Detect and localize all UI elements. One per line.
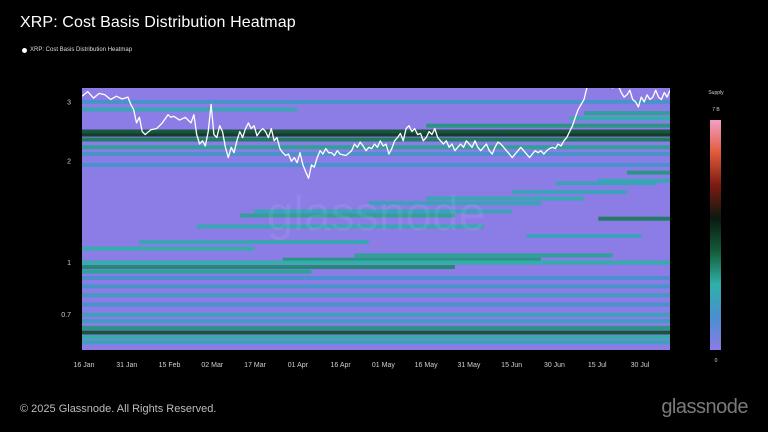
copyright-text: © 2025 Glassnode. All Rights Reserved. — [20, 403, 217, 415]
heatmap-band — [354, 253, 613, 258]
heatmap-band — [82, 162, 670, 167]
heatmap-band — [82, 265, 455, 270]
x-tick-label: 15 Jun — [501, 362, 522, 369]
heatmap-band — [598, 178, 670, 183]
heatmap-band — [82, 152, 670, 157]
heatmap-band — [569, 116, 670, 121]
heatmap-band — [82, 340, 670, 345]
x-axis: 16 Jan 31 Jan 15 Feb 02 Mar 17 Mar 01 Apr 16 A… — [73, 362, 649, 369]
y-tick-label: 1 — [67, 260, 71, 267]
heatmap-band — [82, 312, 670, 317]
heatmap-band — [82, 145, 670, 150]
heatmap-bands — [82, 99, 670, 345]
heatmap-band — [82, 260, 670, 265]
x-tick-label: 17 Mar — [244, 362, 266, 369]
heatmap-band — [82, 107, 298, 112]
legend-dot-icon — [22, 47, 27, 53]
price-line — [82, 88, 670, 179]
x-tick-label: 30 Jun — [544, 362, 565, 369]
heatmap-band — [583, 111, 670, 116]
x-tick-label: 16 May — [415, 362, 438, 369]
heatmap-band — [426, 123, 670, 128]
heatmap-band — [282, 257, 541, 262]
price-series — [82, 88, 670, 179]
heatmap-band — [82, 284, 670, 289]
watermark-logo: glassnode — [267, 188, 486, 241]
x-tick-label: 31 Jan — [116, 362, 137, 369]
x-tick-label: 30 Jul — [631, 362, 650, 369]
y-tick-label: 2 — [67, 159, 71, 166]
colorbar-max-label: 7 B — [712, 107, 720, 113]
heatmap-band — [82, 129, 670, 134]
x-tick-label: 16 Jan — [73, 362, 94, 369]
heatmap-band — [82, 246, 255, 251]
chart-title: XRP: Cost Basis Distribution Heatmap — [20, 14, 296, 31]
x-tick-label: 16 Apr — [330, 362, 351, 369]
heatmap-band — [82, 335, 670, 340]
heatmap-band — [82, 269, 312, 274]
heatmap-band — [526, 233, 642, 238]
heatmap-band — [555, 181, 656, 186]
chart-legend[interactable]: XRP: Cost Basis Distribution Heatmap — [22, 47, 132, 53]
heatmap-band — [82, 137, 670, 142]
heatmap-band — [82, 293, 670, 298]
heatmap-band — [239, 213, 455, 218]
heatmap-band — [368, 201, 541, 206]
colorbar: Supply 7 B 0 — [708, 90, 724, 364]
heatmap-band — [82, 330, 670, 335]
y-tick-label: 3 — [67, 99, 71, 106]
heatmap-band — [82, 319, 670, 324]
x-tick-label: 02 Mar — [201, 362, 223, 369]
heatmap-band — [254, 209, 513, 214]
heatmap-band — [82, 325, 670, 330]
heatmap-band — [139, 240, 369, 245]
heatmap-band — [512, 190, 627, 195]
x-tick-label: 15 Jul — [588, 362, 607, 369]
colorbar-title: Supply — [708, 90, 724, 96]
y-tick-label: 0.7 — [61, 312, 71, 319]
heatmap-band — [426, 196, 584, 201]
y-axis: 3 2 1 0.7 — [61, 99, 71, 319]
x-tick-label: 15 Feb — [159, 362, 181, 369]
heatmap-band — [82, 132, 670, 137]
heatmap-band — [82, 99, 670, 104]
x-tick-label: 01 May — [372, 362, 395, 369]
x-tick-label: 31 May — [457, 362, 480, 369]
heatmap-band — [196, 224, 484, 229]
x-tick-label: 01 Apr — [288, 362, 309, 369]
heatmap-band — [82, 275, 670, 280]
plot-area: glassnode — [82, 88, 670, 350]
colorbar-min-label: 0 — [715, 358, 718, 364]
legend-label: XRP: Cost Basis Distribution Heatmap — [30, 47, 133, 53]
brand-logo: glassnode — [661, 396, 748, 418]
heatmap-band — [598, 216, 670, 221]
heatmap-band — [626, 170, 670, 175]
heatmap-band — [82, 302, 670, 307]
colorbar-gradient — [710, 120, 721, 350]
